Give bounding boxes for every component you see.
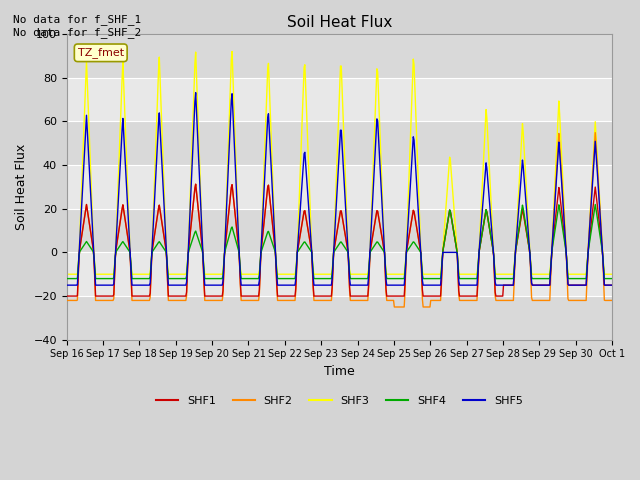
SHF2	[184, 253, 192, 259]
Bar	[67, 209, 612, 252]
Title: Soil Heat Flux: Soil Heat Flux	[287, 15, 392, 30]
SHF1	[608, 282, 616, 288]
SHF3	[228, 48, 236, 54]
Line: SHF5: SHF5	[67, 93, 612, 285]
SHF1	[184, 253, 192, 259]
SHF4	[591, 202, 599, 207]
SHF4	[129, 276, 136, 281]
SHF3	[73, 271, 81, 277]
SHF1	[192, 181, 200, 187]
SHF5	[184, 252, 192, 258]
SHF5	[214, 282, 221, 288]
Line: SHF2: SHF2	[67, 132, 612, 307]
SHF2	[63, 298, 70, 303]
SHF3	[63, 271, 70, 277]
SHF3	[213, 271, 221, 277]
X-axis label: Time: Time	[324, 365, 355, 378]
SHF3	[422, 271, 430, 277]
SHF5	[608, 282, 616, 288]
SHF3	[406, 140, 414, 146]
SHF5	[73, 282, 81, 288]
SHF2	[213, 298, 221, 303]
SHF1	[129, 293, 136, 299]
Bar	[67, 296, 612, 340]
Text: No data for f_SHF_1
No data for f_SHF_2: No data for f_SHF_1 No data for f_SHF_2	[13, 14, 141, 38]
SHF5	[63, 282, 70, 288]
SHF2	[129, 298, 136, 303]
Bar	[67, 34, 612, 78]
SHF5	[192, 90, 200, 96]
SHF5	[129, 282, 136, 288]
SHF3	[608, 271, 616, 277]
SHF1	[214, 293, 221, 299]
SHF3	[129, 271, 136, 277]
SHF4	[63, 276, 70, 281]
SHF5	[406, 184, 414, 190]
Text: TZ_fmet: TZ_fmet	[77, 48, 124, 58]
SHF4	[73, 276, 81, 281]
Line: SHF1: SHF1	[67, 184, 612, 296]
SHF4	[184, 252, 192, 257]
Legend: SHF1, SHF2, SHF3, SHF4, SHF5: SHF1, SHF2, SHF3, SHF4, SHF5	[152, 392, 527, 411]
SHF2	[406, 226, 414, 231]
SHF4	[406, 245, 413, 251]
SHF2	[422, 304, 430, 310]
SHF4	[608, 276, 616, 281]
SHF1	[63, 293, 70, 299]
SHF2	[73, 298, 81, 303]
SHF4	[422, 276, 429, 281]
SHF2	[390, 304, 398, 310]
Line: SHF3: SHF3	[67, 51, 612, 274]
SHF1	[422, 293, 430, 299]
SHF4	[213, 276, 221, 281]
SHF5	[422, 282, 430, 288]
Y-axis label: Soil Heat Flux: Soil Heat Flux	[15, 144, 28, 230]
Bar	[67, 121, 612, 165]
SHF1	[406, 226, 414, 231]
SHF2	[608, 298, 616, 303]
SHF1	[73, 293, 81, 299]
SHF2	[591, 130, 599, 135]
SHF3	[184, 251, 192, 257]
Line: SHF4: SHF4	[67, 204, 612, 278]
